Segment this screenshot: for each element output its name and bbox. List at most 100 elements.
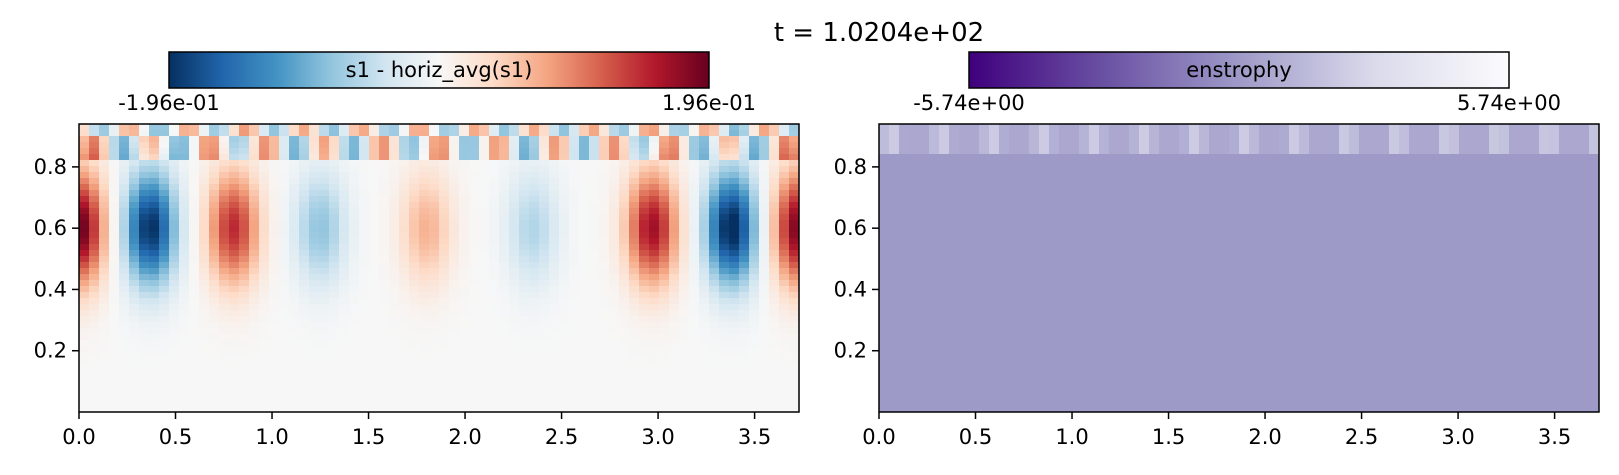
heatmap-cell	[539, 316, 550, 323]
heatmap-cell	[1039, 220, 1050, 227]
heatmap-cell	[649, 274, 660, 281]
heatmap-cell	[439, 148, 450, 155]
heatmap-cell	[739, 130, 750, 137]
heatmap-cell	[899, 130, 910, 137]
heatmap-cell	[1149, 238, 1160, 245]
heatmap-cell	[609, 226, 620, 233]
heatmap-cell	[1309, 154, 1320, 161]
heatmap-cell	[1579, 136, 1590, 143]
heatmap-cell	[629, 178, 640, 185]
heatmap-cell	[79, 304, 90, 311]
heatmap-cell	[539, 202, 550, 209]
heatmap-cell	[119, 304, 130, 311]
heatmap-cell	[1549, 154, 1560, 161]
heatmap-cell	[369, 232, 380, 239]
heatmap-cell	[529, 322, 540, 329]
heatmap-cell	[99, 286, 110, 293]
heatmap-cell	[629, 214, 640, 221]
heatmap-cell	[279, 316, 290, 323]
heatmap-cell	[189, 178, 200, 185]
heatmap-cell	[269, 358, 280, 365]
heatmap-cell	[949, 184, 960, 191]
heatmap-cell	[739, 370, 750, 377]
heatmap-cell	[139, 208, 150, 215]
heatmap-cell	[1299, 136, 1310, 143]
heatmap-cell	[779, 334, 790, 341]
heatmap-cell	[389, 286, 400, 293]
heatmap-cell	[789, 274, 799, 281]
heatmap-cell	[1589, 166, 1599, 173]
heatmap-cell	[399, 400, 410, 407]
heatmap-cell	[469, 238, 480, 245]
heatmap-cell	[439, 178, 450, 185]
heatmap-cell	[249, 232, 260, 239]
heatmap-cell	[339, 214, 350, 221]
heatmap-cell	[569, 190, 580, 197]
heatmap-cell	[119, 334, 130, 341]
heatmap-cell	[409, 400, 420, 407]
heatmap-cell	[139, 370, 150, 377]
heatmap-cell	[739, 196, 750, 203]
heatmap-cell	[159, 244, 170, 251]
heatmap-cell	[539, 208, 550, 215]
heatmap-cell	[349, 160, 360, 167]
heatmap-cell	[1109, 148, 1120, 155]
heatmap-cell	[499, 274, 510, 281]
heatmap-cell	[459, 292, 470, 299]
heatmap-cell	[1159, 208, 1170, 215]
heatmap-cell	[509, 238, 520, 245]
heatmap-cell	[539, 358, 550, 365]
heatmap-cell	[929, 178, 940, 185]
heatmap-cell	[719, 160, 730, 167]
heatmap-cell	[109, 304, 120, 311]
heatmap-cell	[529, 286, 540, 293]
heatmap-cell	[499, 388, 510, 395]
heatmap-cell	[489, 142, 500, 149]
heatmap-cell	[259, 166, 270, 173]
heatmap-cell	[1399, 238, 1410, 245]
heatmap-cell	[79, 376, 90, 383]
heatmap-cell	[659, 166, 670, 173]
heatmap-cell	[1179, 136, 1190, 143]
heatmap-cell	[1219, 124, 1230, 131]
heatmap-cell	[1209, 136, 1220, 143]
heatmap-cell	[679, 358, 690, 365]
heatmap-cell	[219, 358, 230, 365]
heatmap-cell	[99, 226, 110, 233]
heatmap-cell	[329, 310, 340, 317]
heatmap-cell	[889, 154, 900, 161]
heatmap-cell	[489, 274, 500, 281]
heatmap-cell	[629, 184, 640, 191]
heatmap-cell	[1079, 154, 1090, 161]
heatmap-cell	[369, 370, 380, 377]
heatmap-cell	[239, 256, 250, 263]
heatmap-cell	[499, 268, 510, 275]
heatmap-cell	[1079, 202, 1090, 209]
heatmap-cell	[619, 274, 630, 281]
heatmap-cell	[709, 286, 720, 293]
heatmap-cell	[329, 268, 340, 275]
heatmap-cell	[1189, 184, 1200, 191]
heatmap-cell	[219, 328, 230, 335]
heatmap-cell	[219, 148, 230, 155]
heatmap-cell	[89, 340, 100, 347]
heatmap-cell	[99, 310, 110, 317]
x-tick-label: 0.5	[159, 425, 192, 449]
heatmap-cell	[399, 352, 410, 359]
heatmap-cell	[149, 148, 160, 155]
heatmap-cell	[99, 268, 110, 275]
heatmap-cell	[1229, 166, 1240, 173]
heatmap-cell	[739, 142, 750, 149]
heatmap-cell	[79, 358, 90, 365]
heatmap-cell	[909, 220, 920, 227]
heatmap-cell	[1229, 226, 1240, 233]
heatmap-cell	[539, 280, 550, 287]
heatmap-cell	[369, 280, 380, 287]
heatmap-cell	[119, 196, 130, 203]
heatmap-cell	[649, 388, 660, 395]
heatmap-cell	[379, 136, 390, 143]
heatmap-cell	[659, 304, 670, 311]
heatmap-cell	[1529, 178, 1540, 185]
heatmap-cell	[509, 178, 520, 185]
heatmap-cell	[1089, 178, 1100, 185]
